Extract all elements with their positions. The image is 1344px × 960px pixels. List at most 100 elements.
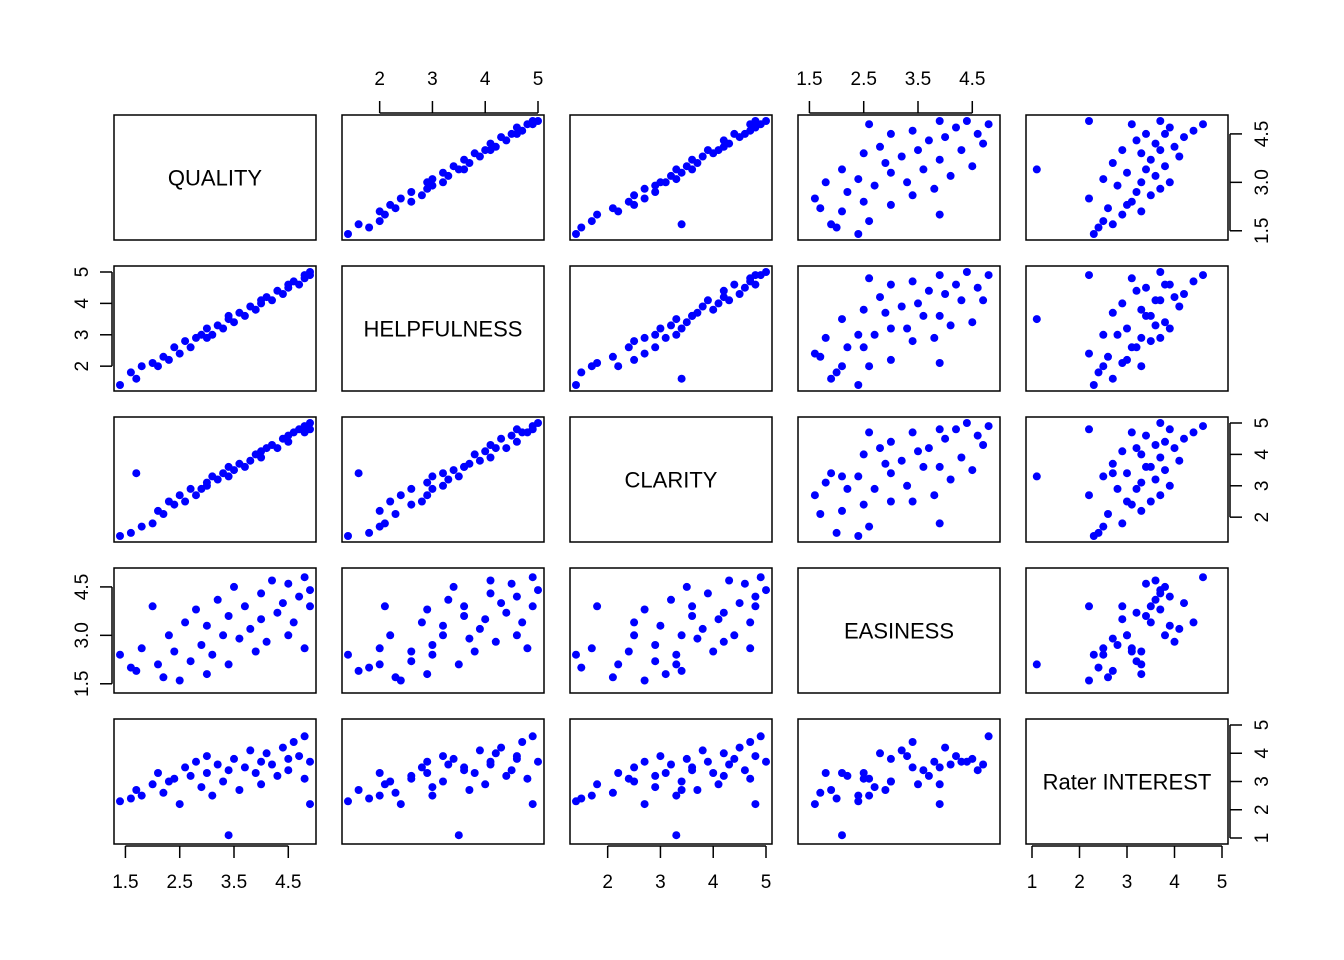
data-point [1146, 311, 1155, 320]
data-point [300, 732, 309, 741]
data-point [682, 582, 691, 591]
data-point [396, 676, 405, 685]
data-point [1099, 644, 1108, 653]
data-point [624, 647, 633, 656]
data-point [126, 794, 135, 803]
data-point [428, 472, 437, 481]
data-point [1199, 573, 1207, 582]
data-point [284, 754, 293, 763]
data-point [512, 752, 521, 761]
data-point [1132, 343, 1141, 352]
data-point [762, 268, 770, 276]
data-point [116, 381, 124, 389]
data-point [396, 491, 405, 500]
data-point [1108, 469, 1117, 478]
data-point [1108, 374, 1117, 383]
data-point [246, 746, 255, 755]
data-point [375, 207, 384, 216]
data-point [213, 760, 222, 769]
data-point [428, 175, 437, 184]
data-point [235, 786, 244, 794]
data-point [903, 324, 912, 333]
data-point [827, 469, 836, 478]
data-point [719, 608, 728, 617]
data-point [428, 641, 437, 649]
data-point [1189, 618, 1198, 627]
data-point [677, 777, 686, 786]
data-point [528, 800, 537, 809]
data-point [1137, 506, 1146, 515]
data-point [407, 484, 416, 493]
data-point [1032, 315, 1041, 324]
data-point [460, 165, 469, 174]
data-point [175, 800, 184, 809]
data-point [962, 117, 971, 125]
data-point [1108, 308, 1117, 317]
data-point [186, 657, 195, 666]
data-point [300, 774, 309, 783]
data-point [719, 637, 728, 646]
data-point [224, 612, 233, 620]
data-point [881, 159, 890, 167]
tick-label: 4.5 [72, 574, 93, 600]
data-point [908, 277, 917, 286]
tick-label: 3 [1122, 872, 1133, 893]
data-point [1099, 472, 1108, 481]
data-point [810, 800, 819, 809]
tick-label: 5 [1252, 720, 1273, 731]
data-point [219, 777, 228, 786]
data-point [935, 763, 944, 772]
data-point [502, 771, 511, 780]
data-point [962, 757, 971, 766]
data-point [935, 210, 944, 219]
data-point [719, 286, 728, 295]
data-point [865, 428, 874, 437]
data-point [810, 349, 819, 358]
data-point [396, 800, 405, 809]
diagonal-label: Rater INTEREST [1043, 770, 1212, 795]
data-point [170, 774, 179, 783]
data-point [528, 602, 537, 611]
data-point [407, 657, 416, 666]
data-point [230, 318, 238, 327]
data-point [881, 308, 890, 317]
tick-label: 5 [72, 267, 93, 278]
data-point [1151, 139, 1160, 148]
data-point [354, 469, 363, 478]
data-point [886, 437, 895, 446]
panel-3-0 [113, 567, 317, 694]
data-point [698, 624, 707, 633]
data-point [919, 311, 928, 320]
data-point [202, 481, 211, 490]
data-point [365, 528, 374, 537]
data-point [865, 217, 874, 226]
tick-label: 1.5 [112, 872, 138, 893]
data-point [919, 165, 928, 174]
data-point [725, 760, 734, 769]
data-point [273, 608, 282, 617]
data-point [386, 631, 395, 640]
data-point [1113, 330, 1122, 339]
data-point [439, 168, 447, 177]
panel-4-2 [569, 718, 773, 845]
data-point [709, 647, 718, 656]
data-point [693, 786, 702, 794]
panel-3-2 [569, 567, 773, 694]
data-point [512, 425, 521, 434]
data-point [886, 469, 895, 478]
data-point [816, 788, 825, 797]
data-point [886, 200, 895, 209]
data-point [870, 330, 879, 339]
data-point [1189, 277, 1198, 286]
data-point [577, 663, 586, 672]
data-point [246, 456, 255, 465]
data-point [224, 311, 233, 320]
data-point [593, 210, 602, 219]
data-point [1146, 155, 1155, 164]
data-point [973, 129, 982, 138]
data-point [306, 602, 314, 611]
data-point [1189, 126, 1198, 135]
data-point [439, 777, 447, 786]
data-point [1161, 466, 1169, 475]
data-point [230, 582, 238, 591]
